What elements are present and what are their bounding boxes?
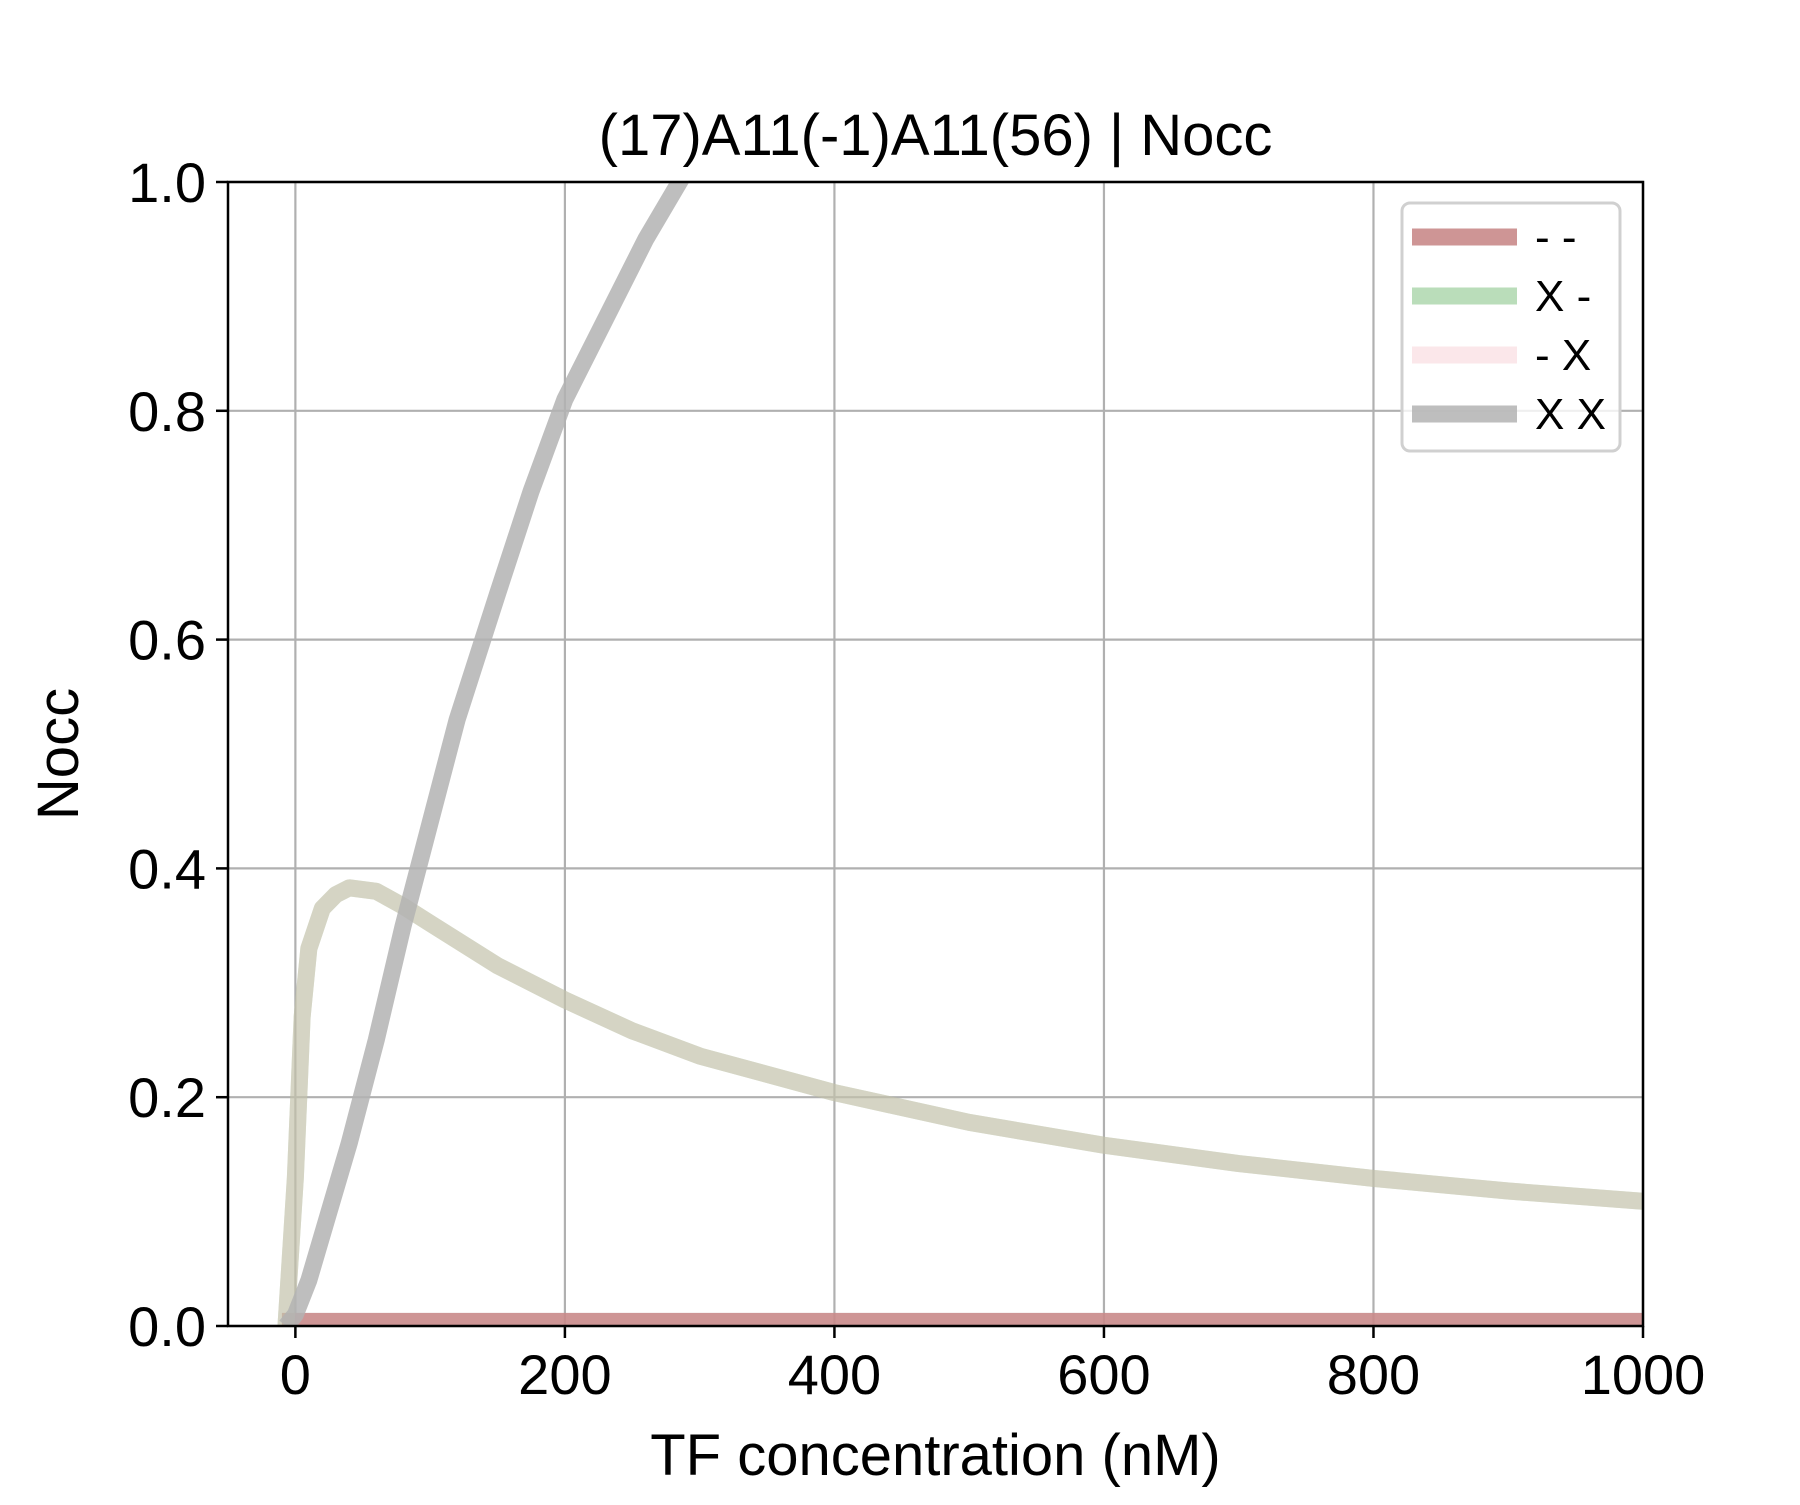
- legend-label-1: - -: [1535, 213, 1577, 262]
- legend-box: [1400, 201, 1622, 453]
- y-tick-label: 0.2: [128, 1066, 206, 1129]
- y-tick-label: 0.8: [128, 380, 206, 443]
- legend-label-3: - X: [1535, 331, 1591, 380]
- chart-title: (17)A11(-1)A11(56) | Nocc: [599, 103, 1273, 168]
- legend: - - X - - X X X: [1400, 201, 1622, 453]
- series-layer: [277, 182, 1643, 1326]
- x-tick-label: 0: [280, 1343, 311, 1406]
- series-line-2: [277, 879, 1643, 1326]
- x-tick-label: 200: [518, 1343, 611, 1406]
- x-tick-label: 1000: [1581, 1343, 1706, 1406]
- x-tick-label: 800: [1327, 1343, 1420, 1406]
- x-tick-label: 600: [1057, 1343, 1150, 1406]
- x-axis-ticks: 0 200 400 600 800 1000: [280, 1326, 1705, 1406]
- y-tick-label: 1.0: [128, 151, 206, 214]
- y-tick-label: 0.6: [128, 609, 206, 672]
- y-axis-title: Nocc: [26, 688, 91, 820]
- legend-label-4: X X: [1535, 390, 1606, 439]
- plot-frame: [226, 180, 1645, 1328]
- series-line-4: [279, 182, 690, 1326]
- legend-label-2: X -: [1535, 272, 1591, 321]
- x-axis-title: TF concentration (nM): [650, 1423, 1221, 1488]
- y-axis-ticks: 0.0 0.2 0.4 0.6 0.8 1.0: [128, 151, 228, 1358]
- y-tick-label: 0.0: [128, 1295, 206, 1358]
- y-tick-label: 0.4: [128, 837, 206, 900]
- x-tick-label: 400: [788, 1343, 881, 1406]
- series-line-3: [277, 879, 1643, 1326]
